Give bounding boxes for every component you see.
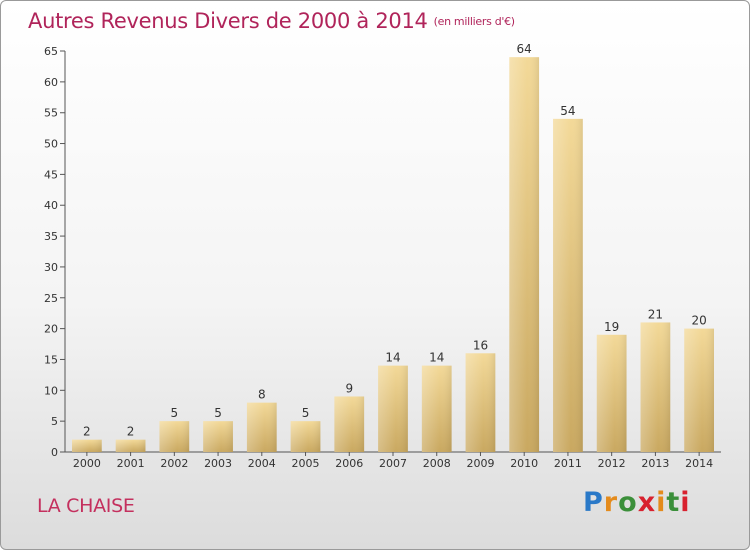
chart-title: Autres Revenus Divers de 2000 à 2014 (en … (28, 9, 515, 33)
bar-value-label: 14 (385, 351, 400, 365)
bar-value-label: 2 (83, 425, 91, 439)
logo-letter: t (666, 487, 681, 518)
bar-shade (334, 396, 365, 452)
proxiti-logo: Proxiti (583, 487, 691, 518)
bar-shade (509, 57, 540, 453)
x-tick-label: 2013 (641, 457, 669, 470)
bar-value-label: 64 (517, 42, 532, 56)
bar-value-label: 14 (429, 351, 444, 365)
x-tick-label: 2004 (248, 457, 276, 470)
bars (71, 57, 715, 453)
y-tick-label: 5 (51, 415, 58, 428)
x-tick-label: 2012 (598, 457, 626, 470)
bar-shade (465, 353, 496, 452)
y-tick-label: 20 (44, 323, 58, 336)
x-tick-label: 2011 (554, 457, 582, 470)
y-tick-label: 55 (44, 107, 58, 120)
bar-shade (684, 328, 715, 452)
x-tick-label: 2014 (685, 457, 713, 470)
x-tick-label: 2008 (423, 457, 451, 470)
bar-labels: 2 2 5 5 8 5 9 14 14 16 64 54 19 21 20 (83, 42, 707, 438)
logo-letter: i (680, 487, 691, 518)
x-tick-label: 2009 (466, 457, 494, 470)
y-tick-label: 0 (51, 446, 58, 459)
bar-value-label: 54 (560, 104, 575, 118)
y-tick-label: 50 (44, 138, 58, 151)
logo-letter: r (603, 487, 619, 518)
y-tick-label: 15 (44, 353, 58, 366)
bar-value-label: 5 (214, 406, 222, 420)
x-tick-label: 2006 (335, 457, 363, 470)
location-name: LA CHAISE (37, 495, 135, 517)
bar-shade (246, 402, 277, 452)
bar-value-label: 2 (127, 425, 135, 439)
bar-shade (553, 118, 583, 452)
bar-shade (640, 322, 671, 452)
bar-shade (203, 421, 233, 452)
y-tick-label: 30 (44, 261, 58, 274)
y-tick-label: 65 (44, 45, 58, 58)
logo-letter: o (618, 487, 638, 518)
x-tick-label: 2003 (204, 457, 232, 470)
x-tick-label: 2002 (160, 457, 188, 470)
logo-letter: i (656, 487, 667, 518)
x-tick-label: 2000 (73, 457, 101, 470)
bar-shade (596, 334, 627, 452)
logo-letter: P (583, 487, 604, 518)
bar-shade (290, 421, 321, 452)
y-tick-label: 60 (44, 76, 58, 89)
bar-value-label: 5 (302, 406, 310, 420)
bar-shade (378, 365, 408, 452)
bar-shade (71, 439, 102, 452)
y-tick-label: 35 (44, 230, 58, 243)
x-tick-label: 2010 (510, 457, 538, 470)
x-tick-label: 2005 (292, 457, 320, 470)
bar-value-label: 21 (648, 307, 663, 321)
y-tick-label: 25 (44, 292, 58, 305)
bar-value-label: 16 (473, 338, 488, 352)
x-tick-label: 2007 (379, 457, 407, 470)
y-tick-label: 10 (44, 384, 58, 397)
logo-letter: x (637, 487, 657, 518)
bar-shade (421, 365, 452, 452)
y-tick-label: 45 (44, 168, 58, 181)
bar-shade (159, 421, 190, 452)
chart-subtitle: (en milliers d'€) (433, 15, 515, 28)
y-tick-label: 40 (44, 199, 58, 212)
bar-value-label: 20 (691, 314, 706, 328)
bar-value-label: 5 (171, 406, 179, 420)
bar-value-label: 9 (345, 381, 353, 395)
bar-shade (115, 439, 146, 452)
x-tick-label: 2001 (117, 457, 145, 470)
bar-value-label: 19 (604, 320, 619, 334)
bar-value-label: 8 (258, 388, 266, 402)
